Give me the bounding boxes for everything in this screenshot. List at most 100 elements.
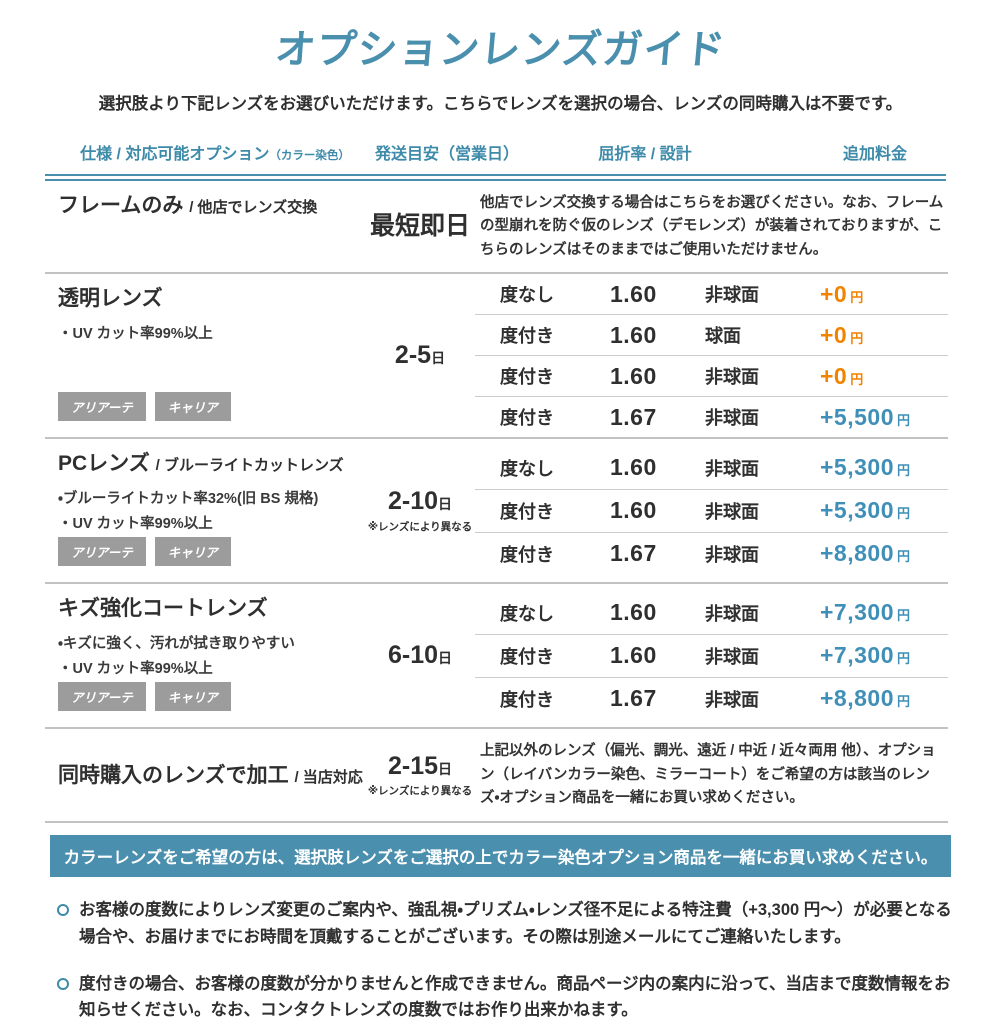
table-row-clear-lens: 透明レンズ ・UV カット率99%以上 アリアーテ キャリア 2-5日 度なし …: [45, 274, 948, 440]
option-row: 度付き 1.60 非球面 +7,300 円: [475, 635, 948, 678]
table-row-frame-only: フレームのみ / 他店でレンズ交換 最短即日 他店でレンズ交換する場合はこちらを…: [45, 181, 948, 275]
badge-career: キャリア: [154, 392, 231, 422]
shipping-time: 最短即日: [369, 211, 470, 240]
table-row-copurchase-lens: 同時購入のレンズで加工 / 当店対応 2-15日 ※レンズにより異なる 上記以外…: [45, 729, 948, 824]
option-row: 度付き 1.67 非球面 +5,500 円: [475, 397, 948, 437]
price-value: +0 円: [820, 321, 864, 348]
shipping-time: 2-5日: [394, 341, 446, 370]
refraction-index: 1.60: [610, 642, 657, 669]
shipping-time: 2-10日 ※レンズにより異なる: [367, 487, 473, 533]
price-value: +5,300 円: [820, 454, 911, 481]
header-divider: [45, 174, 946, 181]
shipping-unit: 日: [438, 496, 453, 513]
lens-design: 非球面: [705, 603, 759, 624]
yen-suffix: 円: [850, 289, 864, 305]
shipping-note: ※レンズにより異なる: [367, 785, 473, 798]
rx-type: 度なし: [500, 285, 554, 306]
rx-type: 度なし: [500, 603, 554, 624]
lens-design: 非球面: [705, 501, 759, 522]
option-row: 度付き 1.67 非球面 +8,800 円: [475, 678, 948, 720]
option-lens-guide-page: オプションレンズガイド 選択肢より下記レンズをお選びいただけます。こちらでレンズ…: [45, 28, 952, 1019]
badge-career: キャリア: [154, 537, 231, 567]
yen-suffix: 円: [897, 549, 911, 565]
refraction-index: 1.60: [610, 599, 657, 626]
lens-design: 非球面: [705, 544, 759, 565]
lens-design: 球面: [705, 326, 741, 347]
rx-type: 度付き: [500, 408, 554, 429]
column-headers: 仕様 / 対応可能オプション（カラー染色） 発送目安（営業日） 屈折率 / 設計…: [55, 140, 945, 164]
yen-suffix: 円: [897, 694, 911, 710]
row-name: 透明レンズ: [58, 287, 163, 311]
row-name: PCレンズ / ブルーライトカットレンズ: [58, 452, 344, 476]
refraction-index: 1.60: [610, 454, 657, 481]
note-item: 度付きの場合、お客様の度数が分かりませんと作成できません。商品ページ内の案内に沿…: [55, 971, 953, 1024]
price-value: +7,300 円: [820, 642, 911, 669]
option-row: 度付き 1.60 非球面 +5,300 円: [475, 490, 948, 533]
row-name-sub: / 当店対応: [294, 768, 363, 786]
intro-text: 選択肢より下記レンズをお選びいただけます。こちらでレンズを選択の場合、レンズの同…: [98, 95, 903, 113]
badge-ariarte: アリアーテ: [58, 392, 146, 422]
option-row: 度なし 1.60 非球面 +0 円: [475, 274, 948, 316]
row-name: キズ強化コートレンズ: [58, 597, 268, 621]
lens-design: 非球面: [705, 458, 759, 479]
price-value: +8,800 円: [820, 540, 911, 567]
circle-bullet-icon: [57, 904, 69, 917]
refraction-index: 1.60: [610, 280, 657, 307]
price-value: +5,500 円: [820, 403, 911, 430]
yen-suffix: 円: [897, 463, 911, 479]
price-value: +0 円: [820, 280, 864, 307]
refraction-index: 1.60: [610, 362, 657, 389]
rx-type: 度付き: [500, 367, 554, 388]
lens-design: 非球面: [705, 285, 759, 306]
row-name-sub: / ブルーライトカットレンズ: [155, 457, 344, 475]
lens-table: フレームのみ / 他店でレンズ交換 最短即日 他店でレンズ交換する場合はこちらを…: [45, 181, 948, 824]
refraction-index: 1.60: [610, 497, 657, 524]
price-value: +8,800 円: [820, 685, 911, 712]
rx-type: 度付き: [500, 646, 554, 667]
lens-design: 非球面: [705, 646, 759, 667]
shipping-unit: 日: [438, 760, 453, 777]
table-row-scratch-coat-lens: キズ強化コートレンズ ・キズに強く、汚れが拭き取りやすい ・UV カット率99%…: [45, 584, 948, 730]
yen-suffix: 円: [897, 608, 911, 624]
table-row-pc-lens: PCレンズ / ブルーライトカットレンズ ・ブルーライトカット率32%(旧 BS…: [45, 439, 948, 585]
shipping-unit: 日: [431, 350, 446, 367]
note-text: お客様の度数によりレンズ変更のご案内や、強乱視・プリズム・レンズ径不足による特注…: [79, 901, 952, 947]
row-name-sub: / 他店でレンズ交換: [189, 199, 318, 216]
row-description: 他店でレンズ交換する場合はこちらをお選びください。なお、フレームの型崩れを防ぐ仮…: [480, 195, 944, 258]
row-description: 上記以外のレンズ（偏光、調光、遠近 / 中近 / 近々両用 他）、オプション（レ…: [480, 743, 936, 807]
yen-suffix: 円: [850, 371, 864, 387]
option-row: 度付き 1.60 球面 +0 円: [475, 315, 948, 357]
shipping-unit: 日: [438, 650, 453, 667]
feature-item: ・ブルーライトカット率32%(旧 BS 規格): [58, 490, 319, 507]
color-lens-banner: カラーレンズをご希望の方は、選択肢レンズをご選択の上でカラー染色オプション商品を…: [50, 835, 951, 878]
feature-item: ・UV カット率99%以上: [58, 660, 213, 677]
row-name: フレームのみ / 他店でレンズ交換: [58, 194, 318, 217]
column-header-refraction: 屈折率 / 設計: [598, 146, 692, 163]
note-text: 度付きの場合、お客様の度数が分かりませんと作成できません。商品ページ内の案内に沿…: [79, 974, 951, 1020]
lens-design: 非球面: [705, 408, 759, 429]
shipping-time: 6-10日: [387, 641, 453, 670]
circle-bullet-icon: [57, 977, 69, 990]
column-header-spec: 仕様 / 対応可能オプション（カラー染色）: [80, 146, 350, 163]
column-header-price: 追加料金: [842, 146, 907, 163]
refraction-index: 1.67: [610, 685, 657, 712]
shipping-note: ※レンズにより異なる: [367, 520, 473, 533]
yen-suffix: 円: [897, 412, 911, 428]
yen-suffix: 円: [897, 506, 911, 522]
refraction-index: 1.60: [610, 321, 657, 348]
page-title: オプションレンズガイド: [273, 28, 728, 72]
option-row: 度付き 1.60 非球面 +0 円: [475, 356, 948, 398]
lens-design: 非球面: [705, 367, 759, 388]
option-row: 度付き 1.67 非球面 +8,800 円: [475, 533, 948, 575]
price-value: +5,300 円: [820, 497, 911, 524]
rx-type: 度なし: [500, 458, 554, 479]
refraction-index: 1.67: [610, 540, 657, 567]
badge-ariarte: アリアーテ: [58, 682, 146, 712]
column-header-shipping: 発送目安（営業日）: [375, 146, 520, 163]
shipping-time: 2-15日 ※レンズにより異なる: [367, 751, 473, 798]
price-value: +7,300 円: [820, 599, 911, 626]
option-row: 度なし 1.60 非球面 +7,300 円: [475, 592, 948, 635]
price-value: +0 円: [820, 362, 864, 389]
lens-design: 非球面: [705, 689, 759, 710]
rx-type: 度付き: [500, 689, 554, 710]
